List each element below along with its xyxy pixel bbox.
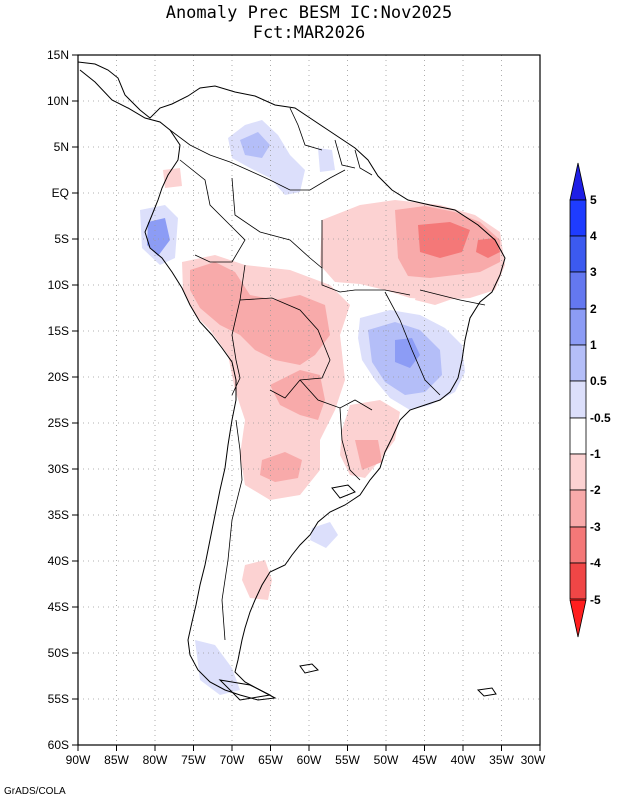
lon-labels: 90W 85W 80W 75W 70W 65W 60W 55W 50W 45W … bbox=[66, 753, 546, 767]
plot-title-line2: Fct:MAR2026 bbox=[252, 23, 366, 43]
colorbar-label: -1 bbox=[590, 447, 601, 461]
colorbar-swatch bbox=[569, 417, 587, 455]
lon-label: 35W bbox=[489, 753, 514, 767]
lat-label: 30S bbox=[48, 462, 69, 476]
colorbar-label: -3 bbox=[590, 520, 601, 534]
lat-label: EQ bbox=[52, 186, 69, 200]
colorbar bbox=[569, 162, 587, 638]
colorbar-label: -5 bbox=[590, 593, 601, 607]
lon-label: 45W bbox=[412, 753, 437, 767]
lat-label: 40S bbox=[48, 554, 69, 568]
lat-label: 50S bbox=[48, 646, 69, 660]
gridlines bbox=[78, 55, 540, 745]
colorbar-swatch bbox=[569, 562, 587, 600]
colorbar-bottom-arrow bbox=[569, 599, 587, 638]
colorbar-swatch bbox=[569, 526, 587, 564]
lat-label: 5S bbox=[54, 232, 69, 246]
colorbar-label: 1 bbox=[590, 338, 597, 352]
lon-label: 55W bbox=[335, 753, 360, 767]
axis-ticks bbox=[72, 54, 541, 751]
lon-label: 75W bbox=[181, 753, 206, 767]
lon-label: 80W bbox=[143, 753, 168, 767]
lon-label: 90W bbox=[66, 753, 91, 767]
lat-label: 20S bbox=[48, 370, 69, 384]
lat-label: 55S bbox=[48, 692, 69, 706]
plot-title-line1: Anomaly Prec BESM IC:Nov2025 bbox=[165, 3, 453, 23]
colorbar-label: -2 bbox=[590, 483, 601, 497]
lon-label: 50W bbox=[374, 753, 399, 767]
lat-label: 45S bbox=[48, 600, 69, 614]
colorbar-label: -0.5 bbox=[590, 411, 611, 425]
lon-label: 60W bbox=[297, 753, 322, 767]
lat-label: 60S bbox=[48, 738, 69, 752]
colorbar-label: 4 bbox=[590, 229, 597, 243]
colorbar-label: 5 bbox=[590, 193, 597, 207]
lon-label: 40W bbox=[451, 753, 476, 767]
colorbar-swatch bbox=[570, 599, 586, 600]
colorbar-top-arrow bbox=[569, 162, 587, 201]
lon-label: 85W bbox=[104, 753, 129, 767]
colorbar-swatch bbox=[569, 199, 587, 237]
lat-label: 15N bbox=[47, 48, 69, 62]
colorbar-label: -4 bbox=[590, 556, 601, 570]
lon-label: 70W bbox=[220, 753, 245, 767]
lat-label: 10S bbox=[48, 278, 69, 292]
lat-label: 5N bbox=[54, 140, 69, 154]
credit-label: GrADS/COLA bbox=[4, 786, 66, 797]
colorbar-swatch bbox=[569, 308, 587, 346]
anomaly-shading bbox=[140, 120, 505, 695]
colorbar-labels: 5 4 3 2 1 0.5 -0.5 -1 -2 -3 -4 -5 bbox=[590, 193, 611, 607]
lat-label: 35S bbox=[48, 508, 69, 522]
colorbar-label: 0.5 bbox=[590, 374, 607, 388]
colorbar-swatch bbox=[569, 235, 587, 273]
colorbar-swatch bbox=[569, 489, 587, 528]
colorbar-swatch bbox=[569, 271, 587, 310]
lat-label: 15S bbox=[48, 324, 69, 338]
lat-label: 25S bbox=[48, 416, 69, 430]
coastline bbox=[78, 61, 506, 701]
colorbar-swatch bbox=[569, 344, 587, 382]
colorbar-label: 2 bbox=[590, 302, 597, 316]
lat-labels: 15N 10N 5N EQ 5S 10S 15S 20S 25S 30S 35S… bbox=[47, 48, 69, 752]
colorbar-label: 3 bbox=[590, 265, 597, 279]
lon-label: 65W bbox=[258, 753, 283, 767]
colorbar-swatch bbox=[569, 453, 587, 491]
colorbar-swatch bbox=[569, 380, 587, 419]
lon-label: 30W bbox=[521, 753, 546, 767]
country-borders bbox=[169, 107, 486, 641]
lat-label: 10N bbox=[47, 94, 69, 108]
